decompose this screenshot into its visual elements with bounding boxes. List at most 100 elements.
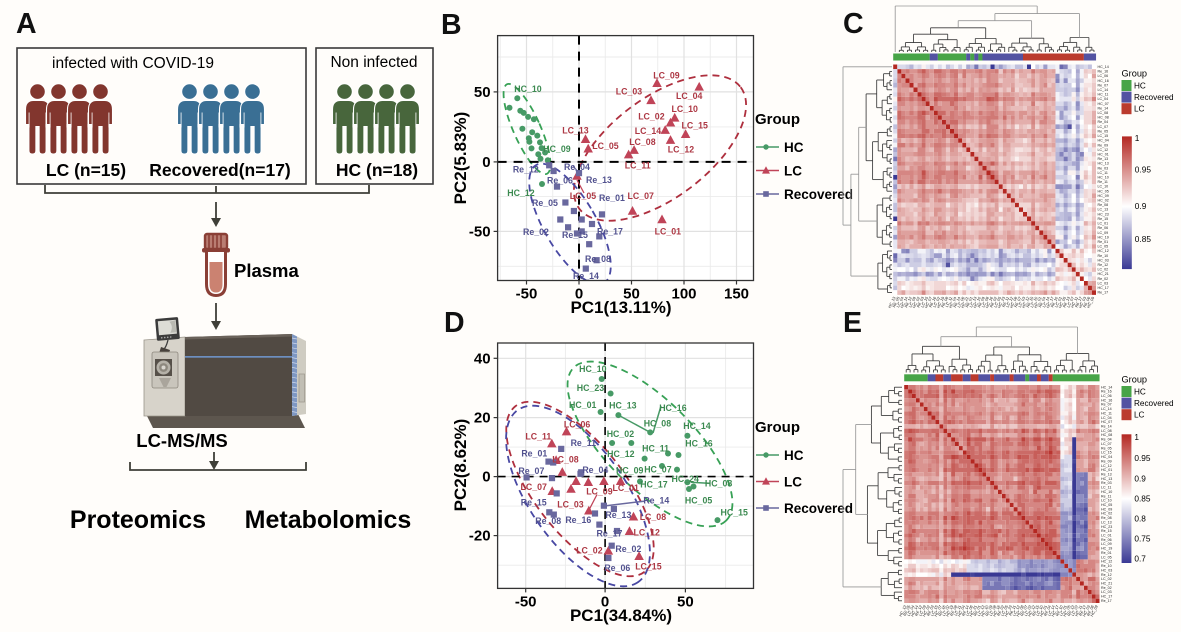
svg-text:Re_04: Re_04 <box>1101 438 1112 442</box>
svg-text:Re_15: Re_15 <box>1101 529 1112 533</box>
svg-text:HC_05: HC_05 <box>685 495 712 505</box>
svg-text:LC: LC <box>784 164 802 179</box>
svg-text:Re_11: Re_11 <box>1098 180 1108 184</box>
svg-text:LC_13: LC_13 <box>562 125 589 135</box>
svg-text:HC_02: HC_02 <box>607 429 634 439</box>
svg-text:LC: LC <box>1134 105 1145 114</box>
svg-text:LC: LC <box>1134 411 1145 420</box>
svg-text:50: 50 <box>474 84 491 101</box>
svg-text:20: 20 <box>474 410 491 427</box>
svg-text:Re_10: Re_10 <box>1101 564 1112 568</box>
svg-text:LC_10: LC_10 <box>1029 295 1039 308</box>
svg-text:Re_13: Re_13 <box>1098 157 1109 161</box>
svg-text:B: B <box>441 9 462 41</box>
svg-text:PC2(5.83%): PC2(5.83%) <box>451 112 470 205</box>
svg-text:LC_12: LC_12 <box>668 145 695 155</box>
svg-text:HC_17: HC_17 <box>1101 595 1112 599</box>
svg-text:HC_05: HC_05 <box>1057 296 1067 309</box>
svg-text:Re_16: Re_16 <box>937 604 947 616</box>
svg-text:infected with COVID-19: infected with COVID-19 <box>52 55 214 72</box>
svg-text:Re_16: Re_16 <box>1098 70 1109 74</box>
svg-text:Recovered: Recovered <box>784 187 853 202</box>
svg-text:LC_12: LC_12 <box>1101 464 1112 468</box>
svg-text:HC_12: HC_12 <box>1101 560 1112 564</box>
svg-text:Re_02: Re_02 <box>988 296 998 308</box>
svg-text:Re_10: Re_10 <box>1049 295 1059 308</box>
svg-text:Re_05: Re_05 <box>1098 129 1109 133</box>
svg-text:LC_05: LC_05 <box>1098 245 1109 249</box>
svg-text:0: 0 <box>601 593 609 610</box>
svg-text:HC_16: HC_16 <box>1098 79 1109 83</box>
svg-text:LC_07: LC_07 <box>1101 442 1112 446</box>
svg-text:Re_05: Re_05 <box>902 604 912 616</box>
svg-text:LC_15: LC_15 <box>1098 134 1109 138</box>
svg-text:Re_09: Re_09 <box>1098 143 1109 147</box>
svg-text:LC_06: LC_06 <box>1101 394 1112 398</box>
svg-text:Group: Group <box>1122 375 1148 385</box>
svg-text:Re_11: Re_11 <box>571 438 597 448</box>
svg-text:LC_03: LC_03 <box>616 87 643 97</box>
svg-text:Re_14: Re_14 <box>952 295 962 308</box>
svg-text:HC_14: HC_14 <box>683 421 710 431</box>
svg-text:Re_02: Re_02 <box>1098 277 1109 281</box>
svg-text:HC_16: HC_16 <box>991 604 1001 617</box>
svg-text:Re_12: Re_12 <box>903 296 913 308</box>
svg-text:LC_08: LC_08 <box>980 296 990 308</box>
svg-text:Re_06: Re_06 <box>1085 604 1095 616</box>
svg-text:LC_02: LC_02 <box>576 545 603 555</box>
svg-text:HC_08: HC_08 <box>644 419 671 429</box>
svg-text:HC_23: HC_23 <box>996 296 1006 309</box>
svg-text:Re_04: Re_04 <box>1098 120 1109 124</box>
svg-text:Re_13: Re_13 <box>586 175 612 185</box>
svg-text:LC_15: LC_15 <box>920 296 930 308</box>
svg-text:LC_15: LC_15 <box>1101 451 1112 455</box>
svg-text:LC_04: LC_04 <box>1098 97 1109 101</box>
svg-text:HC_08: HC_08 <box>705 479 732 489</box>
svg-text:LC_01: LC_01 <box>612 483 639 493</box>
svg-text:Re_01: Re_01 <box>1098 240 1109 244</box>
svg-text:LC_06: LC_06 <box>1098 74 1109 78</box>
svg-text:LC_11: LC_11 <box>944 296 953 308</box>
svg-text:HC_02: HC_02 <box>1098 199 1109 203</box>
svg-text:1: 1 <box>1135 133 1140 143</box>
svg-text:Re_08: Re_08 <box>1098 203 1109 207</box>
svg-text:LC_07: LC_07 <box>1070 604 1080 616</box>
svg-text:Re_04: Re_04 <box>1037 295 1047 308</box>
svg-text:LC_01: LC_01 <box>655 227 682 237</box>
svg-text:Re_17: Re_17 <box>1098 291 1109 295</box>
svg-text:100: 100 <box>671 286 696 303</box>
svg-text:Re_13: Re_13 <box>1066 604 1076 616</box>
svg-text:LC_05: LC_05 <box>570 191 597 201</box>
svg-text:HC_17: HC_17 <box>1050 604 1060 617</box>
svg-text:LC (n=15): LC (n=15) <box>46 160 126 180</box>
svg-text:HC_03: HC_03 <box>1098 258 1109 262</box>
svg-text:Re_05: Re_05 <box>532 198 558 208</box>
svg-text:HC_16: HC_16 <box>685 439 712 449</box>
svg-text:0: 0 <box>575 286 583 303</box>
svg-text:HC (n=18): HC (n=18) <box>336 160 418 180</box>
svg-text:HC_10: HC_10 <box>579 364 606 374</box>
svg-text:D: D <box>444 307 465 339</box>
svg-text:HC: HC <box>1134 81 1146 90</box>
svg-text:Re_06: Re_06 <box>1082 296 1092 308</box>
svg-text:HC_12: HC_12 <box>1021 296 1031 309</box>
svg-text:Recovered: Recovered <box>1134 93 1174 102</box>
svg-text:0.9: 0.9 <box>1135 201 1147 211</box>
svg-text:Re_15: Re_15 <box>1031 604 1041 616</box>
svg-text:Re_15: Re_15 <box>521 498 547 508</box>
svg-text:Re_14: Re_14 <box>573 271 599 281</box>
svg-text:HC_11: HC_11 <box>1074 604 1084 617</box>
svg-text:Re_01: Re_01 <box>1101 551 1112 555</box>
svg-text:LC_03: LC_03 <box>1017 296 1027 308</box>
svg-text:50: 50 <box>623 286 640 303</box>
svg-text:Re_06: Re_06 <box>547 176 573 186</box>
svg-text:PC1(13.11%): PC1(13.11%) <box>570 298 671 317</box>
svg-text:Re_05: Re_05 <box>891 296 901 308</box>
svg-text:Re_02: Re_02 <box>523 227 549 237</box>
svg-text:Re_08: Re_08 <box>1101 516 1112 520</box>
svg-text:Re_12: Re_12 <box>1098 263 1109 267</box>
svg-text:LC_13: LC_13 <box>968 296 978 308</box>
svg-text:LC_11: LC_11 <box>1098 171 1108 175</box>
svg-text:HC_03: HC_03 <box>1077 296 1087 309</box>
svg-text:0.8: 0.8 <box>1134 513 1146 523</box>
